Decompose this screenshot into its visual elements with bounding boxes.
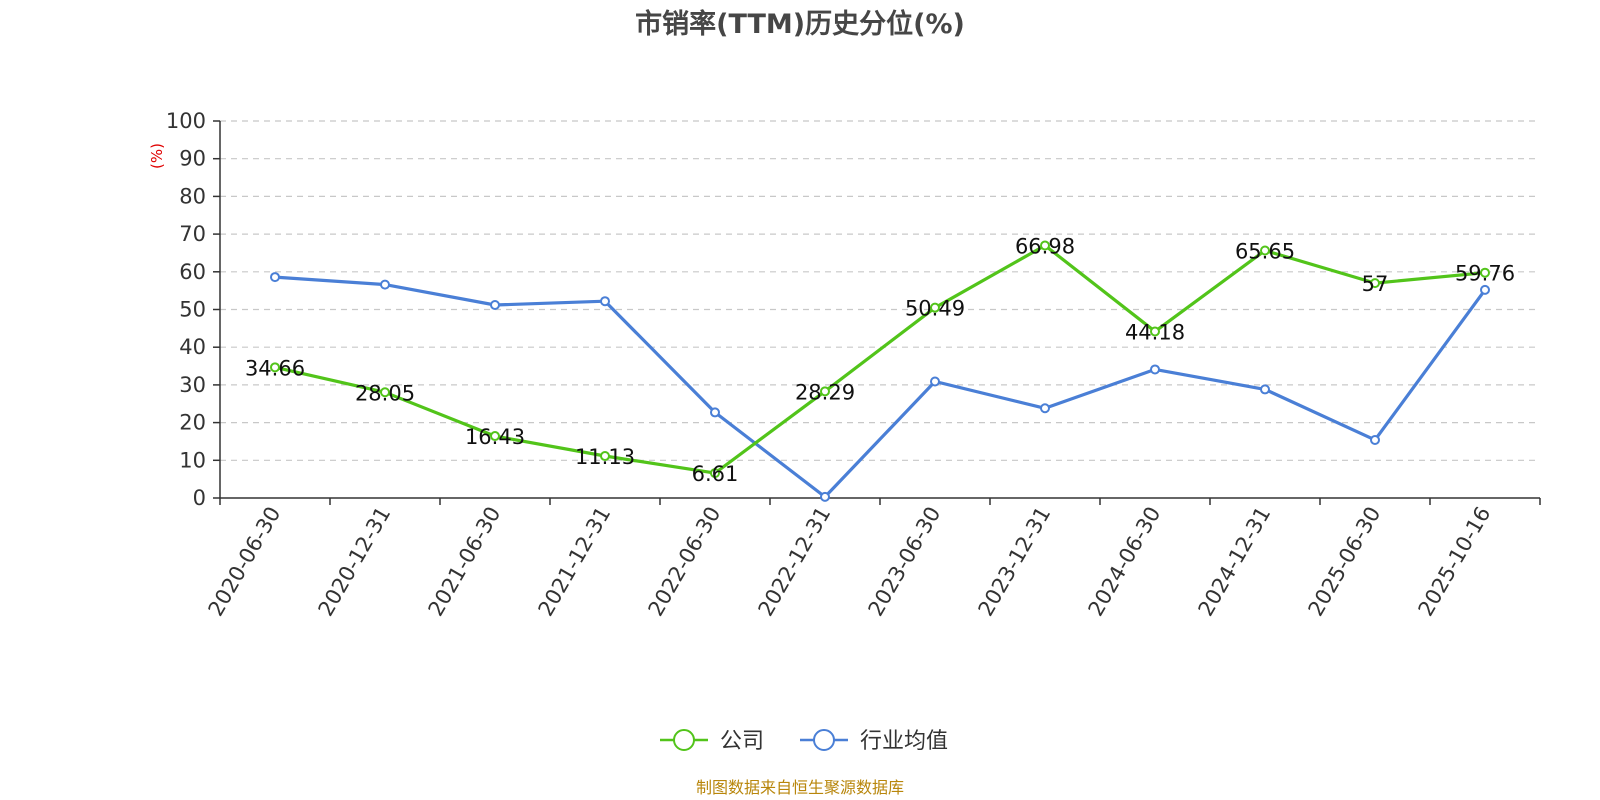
data-label: 66.98	[1015, 234, 1075, 258]
x-tick-label: 2022-06-30	[644, 503, 726, 621]
data-point	[820, 386, 830, 397]
data-point	[1480, 284, 1490, 295]
y-axis-label: (%)	[148, 143, 166, 169]
data-point	[600, 296, 610, 307]
data-point	[380, 387, 390, 398]
source-note: 制图数据来自恒生聚源数据库	[696, 778, 904, 797]
data-label: 57	[1362, 272, 1389, 296]
y-tick-label: 90	[179, 147, 206, 171]
data-label: 50.49	[905, 297, 965, 321]
series-layer: 34.66 28.05 16.43 11.13 6.61 28.29 50.49 66.98 4…	[245, 234, 1515, 502]
y-tick-label: 100	[166, 109, 206, 133]
chart-title: 市销率(TTM)历史分位(%)	[635, 8, 965, 40]
data-point	[1370, 278, 1380, 289]
y-tick-label: 10	[179, 448, 206, 472]
data-label: 65.65	[1235, 239, 1295, 263]
data-point	[490, 299, 500, 310]
data-point	[270, 272, 280, 283]
series-1	[270, 272, 1490, 502]
x-tick-label: 2021-12-31	[534, 503, 616, 621]
y-tick-label: 70	[179, 222, 206, 246]
y-tick-label: 50	[179, 298, 206, 322]
data-point	[1150, 326, 1160, 337]
legend: 公司 行业均值	[660, 729, 948, 754]
data-point	[1260, 384, 1270, 395]
y-tick-label: 40	[179, 335, 206, 359]
data-label: 28.29	[795, 380, 855, 404]
x-tick-label: 2022-12-31	[754, 503, 836, 621]
grid-lines	[220, 120, 1540, 461]
series-0	[270, 240, 1490, 479]
data-label: 28.05	[355, 381, 415, 405]
data-label: 16.43	[465, 425, 525, 449]
y-tick-label: 60	[179, 260, 206, 284]
x-tick-label: 2025-06-30	[1304, 503, 1386, 621]
data-point	[1040, 240, 1050, 251]
legend-marker	[673, 729, 695, 751]
data-point	[380, 279, 390, 290]
data-point	[930, 376, 940, 387]
legend-item-0[interactable]: 公司	[660, 729, 764, 754]
y-tick-label: 20	[179, 411, 206, 435]
x-tick-label: 2023-06-30	[864, 503, 946, 621]
data-point	[600, 451, 610, 462]
legend-item-1[interactable]: 行业均值	[800, 729, 948, 754]
data-point	[270, 362, 280, 373]
axes: 0 10 20 30 40 50 60 70 80 90 100 2020-06-30 2020-12-…	[166, 109, 1541, 621]
data-point	[1260, 245, 1270, 256]
series-line	[274, 275, 1487, 499]
data-point	[710, 468, 720, 479]
data-point	[1480, 267, 1490, 278]
data-point	[490, 431, 500, 442]
y-tick-label: 30	[179, 373, 206, 397]
data-point	[930, 302, 940, 313]
data-point	[1150, 364, 1160, 375]
data-point	[1370, 434, 1380, 445]
x-tick-label: 2020-06-30	[204, 503, 286, 621]
legend-label: 行业均值	[860, 729, 948, 754]
data-label: 11.13	[575, 445, 635, 469]
x-tick-label: 2021-06-30	[424, 503, 506, 621]
data-point	[820, 491, 830, 502]
data-labels: 34.66 28.05 16.43 11.13 6.61 28.29 50.49 66.98 4…	[245, 234, 1515, 486]
series-line	[274, 243, 1486, 475]
data-label: 59.76	[1455, 262, 1515, 286]
y-tick-label: 80	[179, 184, 206, 208]
legend-label: 公司	[720, 729, 764, 754]
x-tick-label: 2025-10-16	[1414, 503, 1496, 621]
x-tick-label: 2024-06-30	[1084, 503, 1166, 621]
x-tick-label: 2020-12-31	[314, 503, 396, 621]
data-label: 6.61	[692, 462, 739, 486]
x-tick-label: 2024-12-31	[1194, 503, 1276, 621]
legend-marker	[813, 729, 835, 751]
x-tick-label: 2023-12-31	[974, 503, 1056, 621]
y-tick-label: 0	[193, 486, 206, 510]
data-label: 44.18	[1125, 320, 1185, 344]
data-point	[710, 407, 720, 418]
data-point	[1040, 403, 1050, 414]
data-label: 34.66	[245, 356, 305, 380]
